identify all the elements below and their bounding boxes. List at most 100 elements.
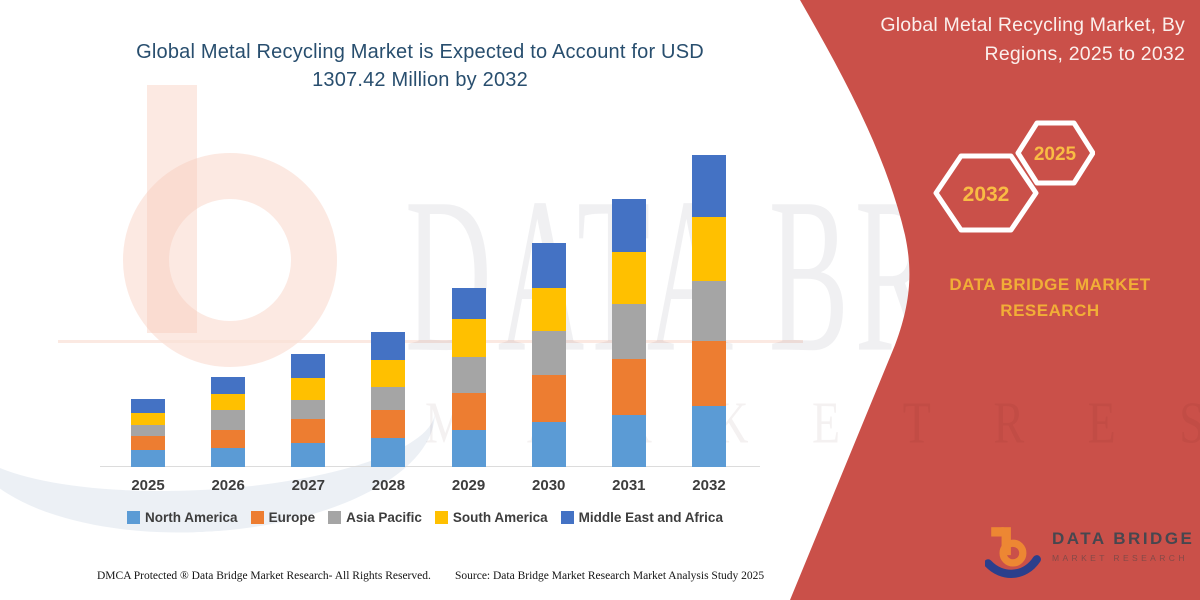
legend-label: Asia Pacific [346, 510, 422, 525]
x-axis-label: 2027 [291, 477, 325, 494]
legend-item-north-america: North America [127, 510, 238, 525]
bar-segment-europe [531, 374, 566, 422]
x-axis-line [100, 466, 760, 467]
x-axis-label: 2031 [612, 477, 646, 494]
x-axis-label: 2029 [451, 477, 486, 494]
x-axis-label: 2030 [532, 477, 566, 494]
bars [131, 155, 726, 467]
x-axis-label: 2026 [211, 477, 245, 494]
x-axis-label-cell: 2029 [452, 477, 486, 494]
x-axis-label-cell: 2032 [692, 477, 726, 494]
bar-segment-north-america [291, 442, 326, 467]
chart-title-line1: Global Metal Recycling Market is Expecte… [136, 41, 704, 63]
company-logo-subtitle: MARKET RESEARCH [1052, 553, 1188, 563]
bar-segment-middle-east-and-africa [291, 353, 326, 378]
x-axis-label-cell: 2028 [371, 477, 405, 494]
bar-segment-south-america [291, 377, 326, 400]
x-axis-label: 2025 [131, 477, 165, 494]
bar-segment-middle-east-and-africa [451, 288, 486, 319]
panel-title: Global Metal Recycling Market, By Region… [805, 11, 1185, 70]
bar-segment-asia-pacific [531, 331, 566, 375]
legend-swatch [250, 511, 264, 524]
legend-item-asia-pacific: Asia Pacific [328, 510, 422, 525]
bar-column-2031 [611, 199, 646, 467]
bar-segment-middle-east-and-africa [611, 199, 646, 253]
bar-segment-middle-east-and-africa [531, 242, 566, 289]
brand-text-line2: RESEARCH [1000, 301, 1100, 321]
logo-swoosh [985, 555, 1041, 578]
bar-segment-europe [451, 393, 486, 430]
panel-title-line2: Regions, 2025 to 2032 [984, 43, 1185, 66]
hexagon-year-front: 2025 [1034, 144, 1077, 165]
bar-segment-europe [291, 418, 326, 443]
bar-segment-north-america [691, 405, 726, 467]
bar-column-2027 [291, 353, 326, 467]
legend-item-south-america: South America [434, 510, 548, 525]
bar-segment-asia-pacific [131, 425, 165, 437]
legend-swatch [434, 511, 448, 524]
bar-segment-north-america [371, 437, 406, 467]
legend-swatch [328, 511, 342, 524]
legend-label: Europe [268, 510, 316, 525]
bar-segment-north-america [211, 447, 246, 467]
company-logo-text: DATA BRIDGE MARKET RESEARCH [1052, 524, 1194, 563]
bar-segment-europe [131, 436, 165, 451]
bar-segment-asia-pacific [691, 281, 726, 342]
bar-column-2028 [371, 332, 406, 467]
bar-column-2029 [451, 288, 486, 467]
bar-segment-asia-pacific [611, 304, 646, 359]
bar-segment-south-america [691, 217, 726, 282]
x-axis-label-cell: 2030 [532, 477, 566, 494]
bar-segment-north-america [531, 421, 566, 467]
bar-column-2025 [131, 399, 165, 467]
brand-text-line1: DATA BRIDGE MARKET [949, 275, 1151, 294]
legend-item-europe: Europe [250, 510, 316, 525]
company-logo: DATA BRIDGE MARKET RESEARCH [985, 524, 1194, 578]
bar-segment-north-america [611, 415, 646, 467]
legend-item-middle-east-and-africa: Middle East and Africa [560, 510, 723, 525]
red-panel-path [790, 0, 1200, 600]
bar-segment-asia-pacific [371, 387, 406, 411]
legend-swatch [127, 511, 141, 524]
bar-column-2026 [211, 377, 246, 467]
x-axis-label-cell: 2025 [131, 477, 165, 494]
bar-segment-south-america [451, 319, 486, 357]
bar-segment-europe [371, 410, 406, 438]
bar-segment-north-america [451, 430, 486, 467]
bar-segment-europe [211, 430, 246, 448]
chart-title-line2: 1307.42 Million by 2032 [312, 69, 528, 92]
company-logo-icon [985, 527, 1041, 578]
bar-segment-middle-east-and-africa [371, 332, 406, 361]
legend-label: Middle East and Africa [578, 510, 723, 525]
bar-segment-middle-east-and-africa [131, 399, 165, 414]
bar-segment-europe [611, 358, 646, 415]
bar-segment-south-america [211, 393, 246, 410]
bar-column-2032 [691, 155, 726, 467]
x-axis-label-cell: 2031 [612, 477, 646, 494]
bar-segment-europe [691, 341, 726, 406]
x-axis-labels: 2025 2026 2027 2028 2029 2030 2031 2032 [131, 477, 726, 494]
logo-b-stem [1001, 527, 1011, 556]
bar-segment-south-america [611, 252, 646, 305]
hexagon-2025 [1015, 120, 1095, 186]
bar-segment-middle-east-and-africa [211, 377, 246, 394]
company-logo-name: DATA BRIDGE [1052, 529, 1195, 548]
legend-label: North America [145, 510, 238, 525]
hexagon-2032 [933, 153, 1039, 233]
hexagon-year-back: 2032 [963, 183, 1010, 206]
bar-segment-asia-pacific [451, 357, 486, 393]
bar-segment-south-america [531, 288, 566, 332]
legend-label: South America [452, 510, 548, 525]
footer-dmca-text: DMCA Protected ® Data Bridge Market Rese… [97, 570, 431, 582]
bar-segment-south-america [371, 360, 406, 388]
panel-title-line1: Global Metal Recycling Market, By [880, 14, 1185, 36]
bar-segment-middle-east-and-africa [691, 155, 726, 218]
bar-segment-asia-pacific [211, 409, 246, 431]
legend: North America Europe Asia Pacific South Ame… [95, 510, 755, 525]
x-axis-label-cell: 2027 [291, 477, 325, 494]
x-axis-label-cell: 2026 [211, 477, 245, 494]
x-axis-label: 2028 [371, 477, 406, 494]
chart-title: Global Metal Recycling Market is Expecte… [100, 38, 740, 95]
